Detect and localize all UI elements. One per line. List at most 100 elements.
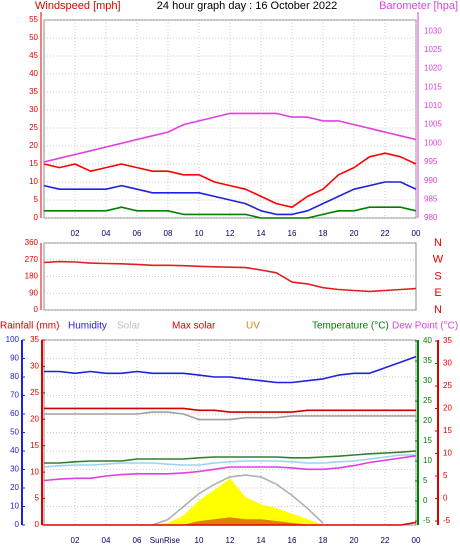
y-tick-label: 90 xyxy=(10,354,19,363)
area xyxy=(152,478,324,526)
y-tick-label: 1005 xyxy=(424,120,442,129)
y-tick-label: 25 xyxy=(443,381,452,390)
y-tick-label: -5 xyxy=(443,516,451,525)
y-tick-label: 990 xyxy=(424,176,438,185)
y-tick-label: 1020 xyxy=(424,64,442,73)
y2-tick-label: N xyxy=(434,237,442,249)
legend-label: Dew Point (°C) xyxy=(392,321,458,332)
y-tick-label: 80 xyxy=(10,372,19,381)
y-tick-label: 0 xyxy=(423,496,428,505)
y-tick-label: 0 xyxy=(443,494,448,503)
y-tick-label: 20 xyxy=(10,483,19,492)
y2-tick-label: W xyxy=(433,254,444,266)
y-tick-label: 15 xyxy=(30,441,39,450)
y-tick-label: 55 xyxy=(29,15,38,24)
x-tick-label: 04 xyxy=(102,536,111,545)
y-tick-label: 90 xyxy=(29,288,38,297)
x-tick-label: 20 xyxy=(350,536,359,545)
y-tick-label: 30 xyxy=(423,376,432,385)
y-tick-label: 35 xyxy=(443,336,452,345)
x-tick-label: 14 xyxy=(257,229,266,238)
y-tick-label: 995 xyxy=(424,157,438,166)
line xyxy=(43,152,417,208)
x-tick-label: 12 xyxy=(226,536,235,545)
x-tick-label: 12 xyxy=(226,229,235,238)
y-tick-label: 70 xyxy=(10,391,19,400)
x-tick-label: 16 xyxy=(288,536,297,545)
y-tick-label: 20 xyxy=(29,141,38,150)
line xyxy=(44,407,416,413)
y-tick-label: 5 xyxy=(34,195,39,204)
y-tick-label: 50 xyxy=(10,428,19,437)
x-tick-label: 16 xyxy=(288,229,297,238)
x-tick-label: 06 xyxy=(133,229,142,238)
y-tick-label: 60 xyxy=(10,409,19,418)
y-tick-label: 10 xyxy=(10,502,19,511)
y-tick-label: 1025 xyxy=(424,45,442,54)
y-tick-label: 980 xyxy=(424,213,438,222)
x-tick-label: 14 xyxy=(257,536,266,545)
y-tick-label: 15 xyxy=(423,436,432,445)
y-tick-label: 40 xyxy=(10,446,19,455)
x-tick-label: 02 xyxy=(71,229,80,238)
y-tick-label: 40 xyxy=(423,336,432,345)
y-tick-label: 10 xyxy=(443,449,452,458)
y-tick-label: 10 xyxy=(30,467,39,476)
y-tick-label: 0 xyxy=(34,213,39,222)
y-tick-label: 45 xyxy=(29,51,38,60)
x-tick-label: 02 xyxy=(71,536,80,545)
line xyxy=(43,181,417,216)
y-tick-label: 15 xyxy=(29,159,38,168)
x-tick-label: 10 xyxy=(195,536,204,545)
line xyxy=(43,112,417,163)
area xyxy=(183,517,308,526)
y-tick-label: 985 xyxy=(424,194,438,203)
legend-label: Temperature (°C) xyxy=(312,321,389,332)
legend-label: Rainfall (mm) xyxy=(0,321,59,332)
x-tick-label: 08 xyxy=(164,229,173,238)
y-tick-label: 25 xyxy=(30,388,39,397)
y-tick-label: 1015 xyxy=(424,82,442,91)
line xyxy=(43,454,416,468)
x-tick-label: 00 xyxy=(412,229,421,238)
line xyxy=(44,450,417,464)
x-tick-label: 22 xyxy=(381,229,390,238)
y-tick-label: 25 xyxy=(423,396,432,405)
line xyxy=(44,521,417,526)
y-tick-label: 15 xyxy=(443,426,452,435)
legend-label: UV xyxy=(246,321,260,332)
y-tick-label: 35 xyxy=(423,356,432,365)
y-tick-label: 25 xyxy=(29,123,38,132)
legend-label: Max solar xyxy=(172,321,216,332)
chart-title: 24 hour graph day : 16 October 2022 xyxy=(157,0,337,12)
y-tick-label: 5 xyxy=(443,471,448,480)
y-axis-label: Windspeed [mph] xyxy=(35,0,121,12)
y-tick-label: 30 xyxy=(10,465,19,474)
line xyxy=(152,474,324,526)
x-tick-label: 20 xyxy=(350,229,359,238)
y-tick-label: 20 xyxy=(423,416,432,425)
x-tick-label: 04 xyxy=(102,229,111,238)
line xyxy=(43,260,417,293)
y-tick-label: 0 xyxy=(15,520,20,529)
y2-tick-label: N xyxy=(434,304,442,316)
y-tick-label: 20 xyxy=(30,414,39,423)
y-tick-label: -5 xyxy=(423,516,431,525)
x-tick-label: 22 xyxy=(381,536,390,545)
y-tick-label: 30 xyxy=(30,362,39,371)
y-tick-label: 35 xyxy=(30,335,39,344)
y-tick-label: 0 xyxy=(34,305,39,314)
y2-tick-label: E xyxy=(434,287,441,299)
y-tick-label: 1030 xyxy=(424,26,442,35)
y-tick-label: 1000 xyxy=(424,138,442,147)
y2-tick-label: S xyxy=(434,270,441,282)
y-tick-label: 360 xyxy=(25,238,39,247)
line xyxy=(43,455,417,482)
y-tick-label: 50 xyxy=(29,33,38,42)
y-tick-label: 5 xyxy=(423,476,428,485)
y-tick-label: 10 xyxy=(29,177,38,186)
legend-label: Solar xyxy=(117,321,141,332)
y-tick-label: 10 xyxy=(423,456,432,465)
legend-label: Humidity xyxy=(68,321,107,332)
